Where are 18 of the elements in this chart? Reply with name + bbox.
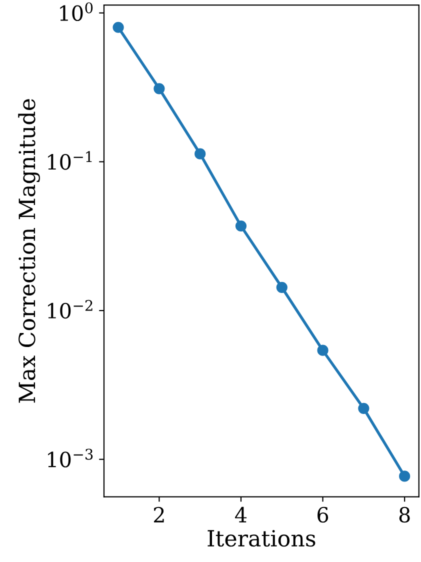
x-tick-label: 4 (235, 506, 247, 522)
point (399, 470, 410, 482)
y-axis-title: Max Correction Magnitude (18, 99, 40, 403)
x-tick-label: 8 (399, 506, 410, 523)
x-tick-label: 2 (154, 506, 164, 522)
point (317, 344, 328, 356)
point (112, 22, 124, 33)
y-tick-label: 10$^{−1}$ (48, 151, 92, 170)
x-axis-title: Iterations (208, 530, 316, 547)
point (276, 282, 288, 293)
point (235, 220, 247, 232)
y-tick-label: 10$^{0}$ (60, 2, 93, 22)
y-tick-label: 10$^{−3}$ (48, 448, 93, 468)
point (358, 402, 370, 414)
y-tick-label: 10$^{−2}$ (48, 300, 92, 319)
point (194, 148, 206, 160)
x-tick-label: 6 (318, 506, 328, 523)
point (154, 83, 165, 94)
